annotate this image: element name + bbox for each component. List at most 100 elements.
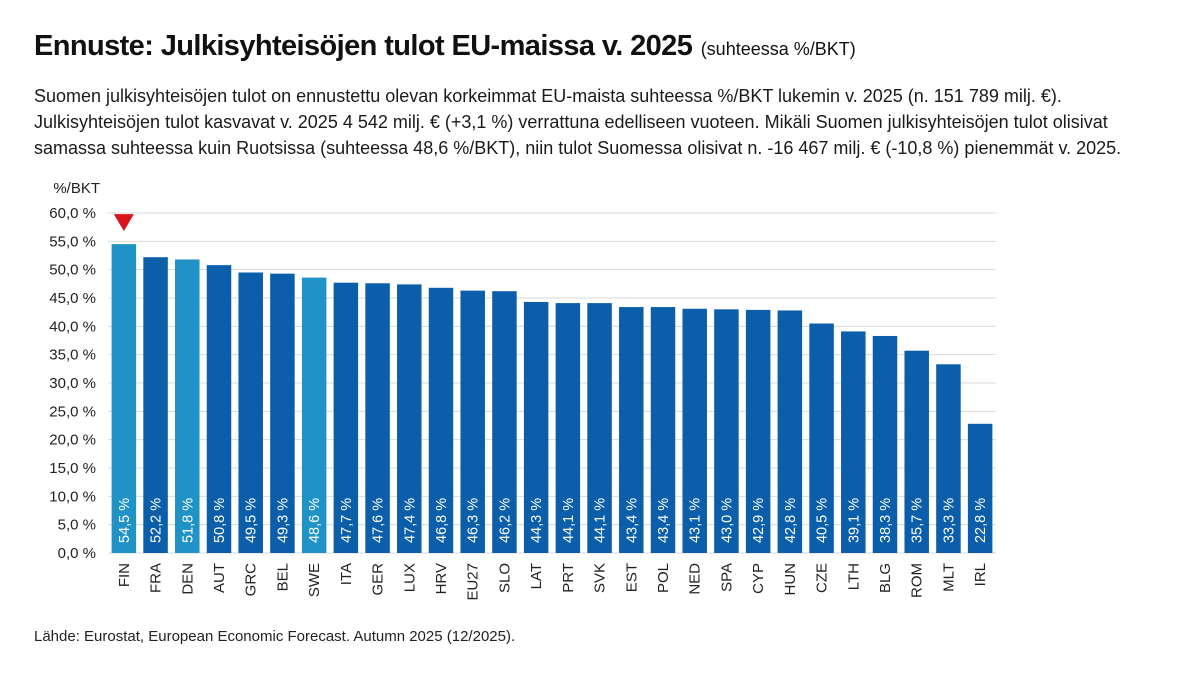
bar-value-label: 47,4 % — [402, 498, 418, 543]
bar-ger — [365, 283, 390, 553]
x-tick-label: GRC — [243, 563, 260, 597]
bar-hrv — [428, 287, 454, 553]
y-tick-label: 45,0 % — [49, 290, 96, 307]
bar-value-label: 52,2 % — [149, 498, 165, 543]
y-tick-label: 20,0 % — [49, 432, 96, 449]
x-tick-label: BEL — [274, 563, 291, 591]
bar-aut — [206, 265, 232, 553]
description-line-1: Suomen julkisyhteisöjen tulot on ennuste… — [34, 86, 1062, 106]
x-tick-label: SWE — [306, 563, 323, 597]
bar-value-label: 47,6 % — [371, 498, 387, 543]
y-tick-label: 15,0 % — [49, 460, 96, 477]
bar-mlt — [936, 364, 961, 553]
bar-den — [175, 259, 200, 553]
bar-bel — [270, 273, 295, 553]
x-tick-label: BLG — [877, 563, 894, 593]
bar-grc — [238, 272, 263, 553]
bar-lth — [841, 331, 866, 553]
y-tick-label: 0,0 % — [58, 545, 96, 562]
x-tick-label: DEN — [179, 563, 196, 595]
highlight-marker-icon — [113, 214, 134, 232]
bar-value-label: 42,8 % — [783, 498, 799, 543]
bar-value-label: 38,3 % — [878, 498, 894, 543]
bar-swe — [301, 277, 327, 553]
bar-fin — [111, 244, 137, 553]
bar-value-label: 44,1 % — [593, 498, 609, 543]
y-tick-label: 5,0 % — [58, 517, 96, 534]
y-tick-label: 50,0 % — [49, 262, 96, 279]
x-tick-label: LUX — [401, 563, 418, 592]
x-tick-label: LTH — [845, 563, 862, 590]
bar-value-label: 47,7 % — [339, 498, 355, 543]
bar-prt — [555, 303, 581, 553]
bar-value-label: 40,5 % — [815, 498, 831, 543]
bar-value-label: 46,8 % — [434, 498, 450, 543]
y-tick-label: 40,0 % — [49, 318, 96, 335]
y-tick-label: 55,0 % — [49, 233, 96, 250]
x-tick-label: CZE — [814, 563, 831, 593]
bar-value-label: 46,2 % — [497, 498, 513, 543]
x-tick-label: LAT — [528, 563, 545, 589]
bar-value-label: 49,5 % — [244, 498, 260, 543]
bar-cyp — [745, 309, 771, 553]
bar-fra — [143, 257, 168, 553]
y-tick-label: 10,0 % — [49, 488, 96, 505]
bar-spa — [714, 309, 739, 553]
bar-value-label: 51,8 % — [180, 498, 196, 543]
bar-value-label: 43,4 % — [656, 498, 672, 543]
x-tick-label: GER — [370, 563, 387, 596]
x-tick-label: NED — [687, 563, 704, 595]
x-tick-label: HUN — [782, 563, 799, 596]
bar-value-label: 49,3 % — [275, 498, 291, 543]
description-line-2: Julkisyhteisöjen tulot kasvavat v. 2025 … — [34, 112, 1108, 132]
bar-irl — [967, 423, 993, 553]
x-tick-label: MLT — [940, 563, 957, 592]
description-line-3: samassa suhteessa kuin Ruotsissa (suhtee… — [34, 138, 1122, 158]
x-tick-label: FIN — [116, 563, 133, 587]
bar-value-label: 43,1 % — [688, 498, 704, 543]
chart-title-block: Ennuste: Julkisyhteisöjen tulot EU-maiss… — [34, 30, 856, 63]
y-tick-label: 35,0 % — [49, 347, 96, 364]
bar-value-label: 35,7 % — [910, 498, 926, 543]
bar-value-label: 39,1 % — [846, 498, 862, 543]
y-axis-label: %/BKT — [53, 180, 100, 197]
bar-ita — [333, 282, 359, 553]
x-tick-label: PRT — [560, 563, 577, 593]
x-tick-label: FRA — [148, 563, 165, 593]
bar-eu27 — [460, 290, 485, 553]
bar-chart: %/BKT 0,0 % 5,0 % 10,0 % 15,0 % 20,0 % 25,0 % 3… — [49, 180, 996, 601]
x-tick-label: ITA — [338, 563, 355, 585]
x-tick-label: EU27 — [465, 563, 482, 601]
x-tick-label: ROM — [909, 563, 926, 598]
bar-value-label: 54,5 % — [117, 498, 133, 543]
bar-hun — [777, 310, 803, 553]
bar-blg — [872, 335, 898, 553]
bar-value-label: 50,8 % — [212, 498, 228, 543]
y-tick-label: 25,0 % — [49, 403, 96, 420]
y-tick-label: 30,0 % — [49, 375, 96, 392]
bar-cze — [809, 323, 834, 553]
bar-lat — [523, 301, 549, 553]
x-tick-label: CYP — [750, 563, 767, 594]
bar-svk — [587, 303, 612, 553]
x-tick-label: SVK — [592, 563, 609, 593]
bar-lux — [397, 284, 422, 553]
bar-pol — [650, 307, 676, 553]
x-tick-label: IRL — [972, 563, 989, 586]
x-tick-label: EST — [623, 563, 640, 592]
bar-value-label: 48,6 % — [307, 498, 323, 543]
bar-value-label: 44,3 % — [529, 498, 545, 543]
source-note: Lähde: Eurostat, European Economic Forec… — [34, 628, 516, 645]
bar-value-label: 43,4 % — [624, 498, 640, 543]
chart-subtitle: (suhteessa %/BKT) — [700, 39, 856, 59]
bar-value-label: 43,0 % — [719, 498, 735, 543]
bar-slo — [492, 291, 517, 553]
x-tick-label: POL — [655, 563, 672, 593]
bar-rom — [904, 350, 929, 553]
bar-value-label: 33,3 % — [941, 498, 957, 543]
y-tick-label: 60,0 % — [49, 205, 96, 222]
x-tick-label: SLO — [496, 563, 513, 593]
chart-description: Suomen julkisyhteisöjen tulot on ennuste… — [34, 83, 1174, 161]
x-tick-label: AUT — [211, 563, 228, 593]
bar-est — [619, 307, 644, 553]
